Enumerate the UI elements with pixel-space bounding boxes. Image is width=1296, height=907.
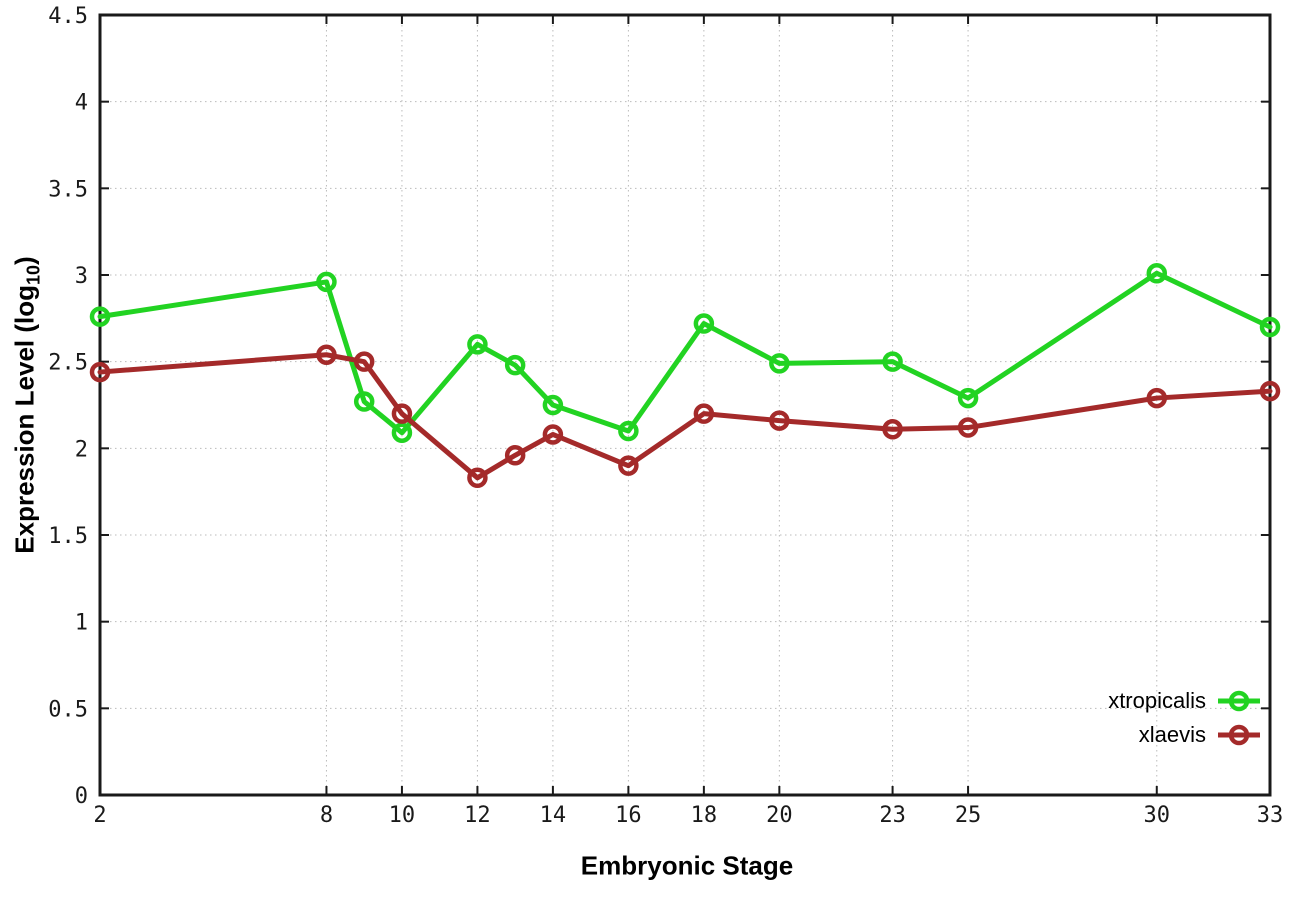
data-point-xtropicalis [1259,316,1281,338]
legend-entry-xlaevis: xlaevis [1108,719,1262,751]
x-tick-label: 25 [955,803,982,828]
y-tick-label: 2 [75,437,88,462]
legend: xtropicalis xlaevis [1108,685,1262,751]
x-tick-label: 23 [879,803,906,828]
data-point-xtropicalis [769,353,790,374]
series-line-xlaevis [97,352,1273,481]
data-point-xlaevis [1259,380,1281,402]
data-point-xlaevis [542,424,564,445]
y-axis-title: Expression Level (log10) [9,256,44,553]
y-axis-title-subscript: 10 [23,264,44,285]
legend-label: xlaevis [1138,722,1206,747]
y-tick-label: 2.5 [48,351,88,376]
data-point-xlaevis [353,351,375,372]
plot-border [98,13,1272,797]
data-point-xtropicalis [957,387,979,409]
y-tick-label: 1.5 [48,524,88,549]
x-tick-label: 12 [464,803,491,828]
data-point-xtropicalis [316,271,337,293]
legend-entry-xtropicalis: xtropicalis [1108,685,1262,717]
data-point-xtropicalis [89,306,111,327]
x-tick-label: 16 [615,803,642,828]
x-tick-label: 20 [766,803,793,828]
y-axis-title-text: Expression Level (log [9,284,40,554]
y-tick-label: 4.5 [48,4,88,29]
line-circle-marker-icon [1218,690,1260,712]
data-point-xtropicalis [391,422,413,443]
y-tick-label: 3.5 [48,177,88,202]
y-tick-label: 0.5 [48,697,88,722]
x-tick-label: 8 [320,803,333,828]
data-point-xlaevis [693,403,715,424]
data-point-xlaevis [1146,387,1168,409]
x-tick-label: 10 [389,803,416,828]
data-point-xlaevis [957,417,979,438]
y-tick-label: 1 [75,611,88,636]
data-point-xlaevis [882,419,903,440]
x-tick-label: 14 [540,803,567,828]
data-point-xtropicalis [1146,263,1168,284]
data-point-xtropicalis [467,334,488,355]
data-point-xlaevis [769,410,790,431]
y-tick-label: 3 [75,264,88,289]
data-point-xtropicalis [542,394,564,416]
data-point-xlaevis [467,467,488,489]
data-point-xtropicalis [882,351,903,372]
data-point-xlaevis [504,445,526,466]
x-tick-label: 30 [1144,803,1171,828]
data-point-xlaevis [618,455,639,476]
y-axis-title-close: ) [9,256,40,265]
x-tick-label: 33 [1257,803,1284,828]
data-point-xtropicalis [693,313,715,334]
y-tick-label: 4 [75,91,88,116]
data-point-xlaevis [89,361,111,383]
x-tick-label: 2 [93,803,106,828]
y-tick-label: 0 [75,784,88,809]
x-tick-label: 18 [691,803,718,828]
x-axis-title: Embryonic Stage [580,850,794,881]
data-point-xtropicalis [504,354,526,376]
line-circle-marker-icon [1218,724,1260,746]
data-point-xlaevis [316,344,337,365]
data-point-xtropicalis [353,391,375,412]
data-point-xlaevis [391,403,413,424]
data-point-xtropicalis [618,420,639,442]
legend-label: xtropicalis [1108,688,1206,713]
